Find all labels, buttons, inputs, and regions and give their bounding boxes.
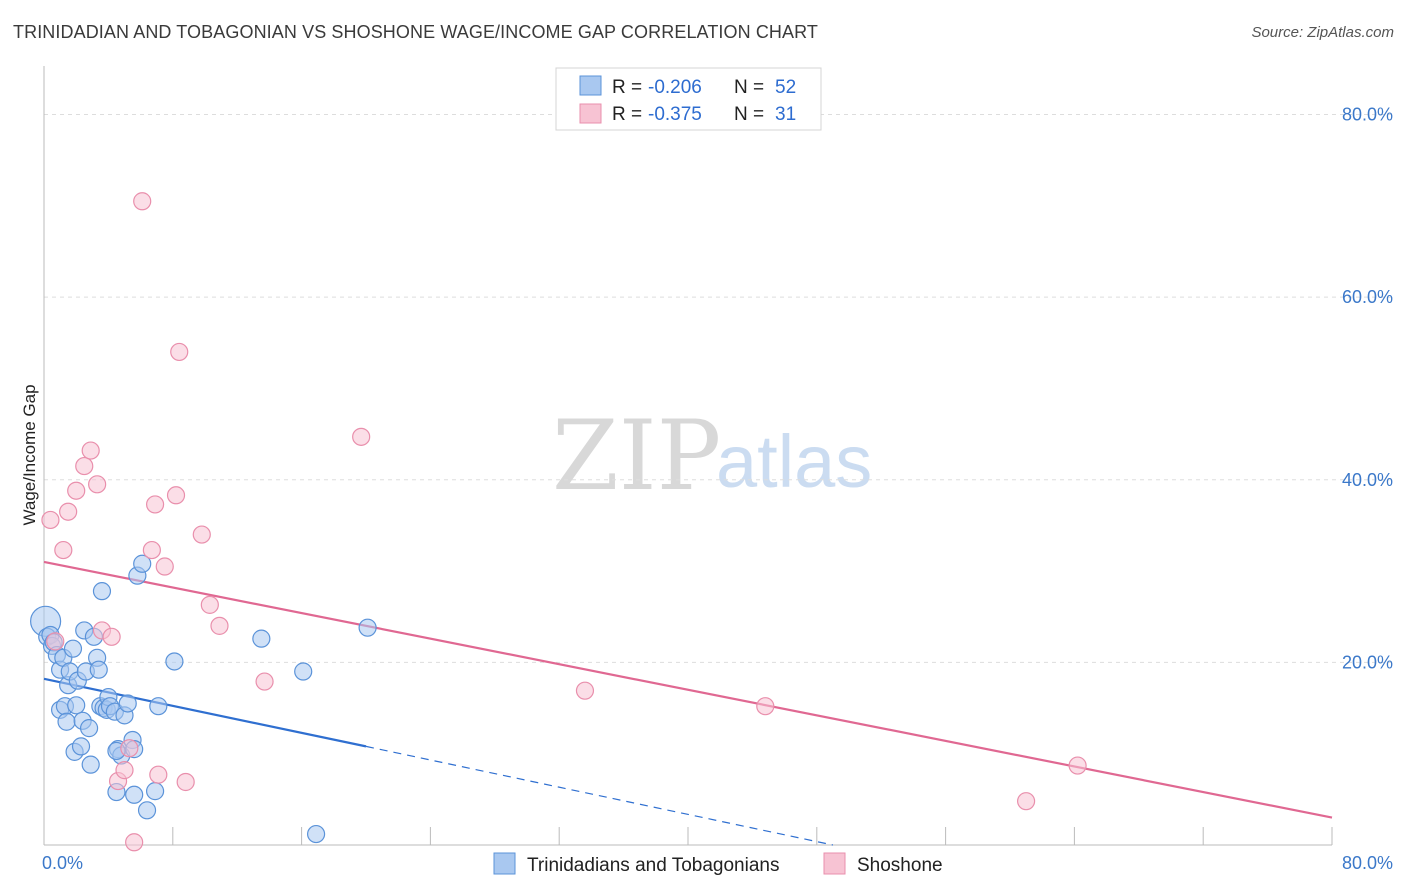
trend-line-pink	[43, 560, 1333, 819]
point-shoshone	[149, 765, 168, 784]
point-shoshone	[170, 342, 189, 362]
axes	[43, 66, 1333, 846]
point-shoshone	[120, 739, 139, 758]
point-shoshone	[41, 510, 60, 530]
point-trinidadian	[57, 712, 76, 731]
stats-legend-r-label-pink: R =	[612, 104, 642, 125]
point-trinidadian	[81, 755, 100, 774]
stats-legend-n-value-blue: 52	[775, 77, 796, 98]
point-shoshone	[200, 595, 219, 614]
point-shoshone	[133, 192, 152, 211]
series-legend-swatch-pink	[823, 852, 846, 875]
point-shoshone	[88, 475, 107, 494]
point-trinidadian	[165, 652, 184, 671]
point-shoshone	[145, 495, 165, 514]
point-shoshone	[352, 427, 371, 446]
point-trinidadian	[63, 639, 83, 658]
point-trinidadian	[137, 801, 157, 820]
stats-legend: R = -0.206 N = 52 R = -0.375 N = 31	[555, 67, 822, 131]
x-tick-label-max: 80.0%	[1342, 853, 1393, 873]
trend-line-blue-extrapolated	[365, 745, 834, 846]
point-shoshone	[155, 557, 174, 576]
point-trinidadian	[79, 719, 99, 738]
point-shoshone	[102, 627, 121, 646]
scatter-points	[30, 192, 1087, 852]
point-shoshone	[59, 502, 78, 521]
point-trinidadian	[89, 660, 108, 679]
y-tick-label: 40.0%	[1342, 470, 1393, 490]
series-legend-swatch-blue	[493, 852, 516, 875]
trend-lines	[43, 560, 1333, 846]
point-trinidadian	[125, 785, 144, 804]
point-shoshone	[756, 697, 775, 716]
y-axis-label: Wage/Income Gap	[20, 384, 39, 525]
point-shoshone	[75, 456, 94, 476]
point-shoshone	[255, 672, 274, 691]
point-trinidadian	[67, 696, 86, 715]
point-shoshone	[54, 540, 73, 560]
point-shoshone	[125, 833, 144, 852]
point-shoshone	[1068, 756, 1087, 775]
point-shoshone	[46, 632, 65, 651]
source-label: Source: ZipAtlas.com	[1251, 24, 1394, 41]
y-tick-labels: 20.0% 40.0% 60.0% 80.0%	[1342, 105, 1393, 673]
stats-legend-r-value-pink: -0.375	[648, 104, 702, 125]
x-tick-label-min: 0.0%	[42, 853, 83, 873]
point-trinidadian	[71, 737, 91, 756]
trend-line-blue	[43, 677, 367, 748]
point-trinidadian	[306, 824, 326, 844]
stats-legend-n-label-pink: N =	[734, 104, 764, 125]
chart-title: TRINIDADIAN AND TOBAGONIAN VS SHOSHONE W…	[13, 22, 818, 42]
point-trinidadian	[118, 694, 137, 713]
point-shoshone	[575, 681, 595, 700]
point-trinidadian	[252, 629, 271, 648]
y-tick-label: 80.0%	[1342, 105, 1393, 125]
gridlines	[44, 114, 1393, 663]
point-shoshone	[81, 441, 100, 460]
stats-legend-swatch-blue	[579, 75, 602, 96]
point-shoshone	[1016, 792, 1036, 811]
series-legend: Trinidadians and Tobagonians Shoshone	[493, 852, 943, 876]
point-shoshone	[67, 481, 86, 500]
series-legend-label-pink: Shoshone	[857, 855, 943, 876]
point-shoshone	[210, 616, 229, 635]
stats-legend-n-value-pink: 31	[775, 104, 796, 125]
point-shoshone	[142, 540, 161, 560]
point-trinidadian	[133, 554, 152, 573]
y-tick-label: 60.0%	[1342, 287, 1393, 307]
point-trinidadian	[149, 697, 168, 716]
stats-legend-swatch-pink	[579, 103, 602, 124]
stats-legend-r-label-blue: R =	[612, 77, 642, 98]
watermark-zip: ZIP	[552, 400, 721, 512]
watermark-atlas: atlas	[716, 420, 872, 503]
point-trinidadian	[358, 618, 377, 637]
stats-legend-n-label-blue: N =	[734, 77, 764, 98]
series-legend-label-blue: Trinidadians and Tobagonians	[527, 855, 779, 876]
point-trinidadian	[294, 662, 313, 681]
point-trinidadian	[92, 582, 112, 601]
point-trinidadian	[145, 782, 165, 801]
y-tick-label: 20.0%	[1342, 652, 1393, 672]
point-shoshone	[176, 772, 195, 792]
stats-legend-r-value-blue: -0.206	[648, 77, 702, 98]
point-shoshone	[115, 761, 134, 780]
point-shoshone	[192, 525, 211, 544]
point-shoshone	[166, 486, 186, 505]
